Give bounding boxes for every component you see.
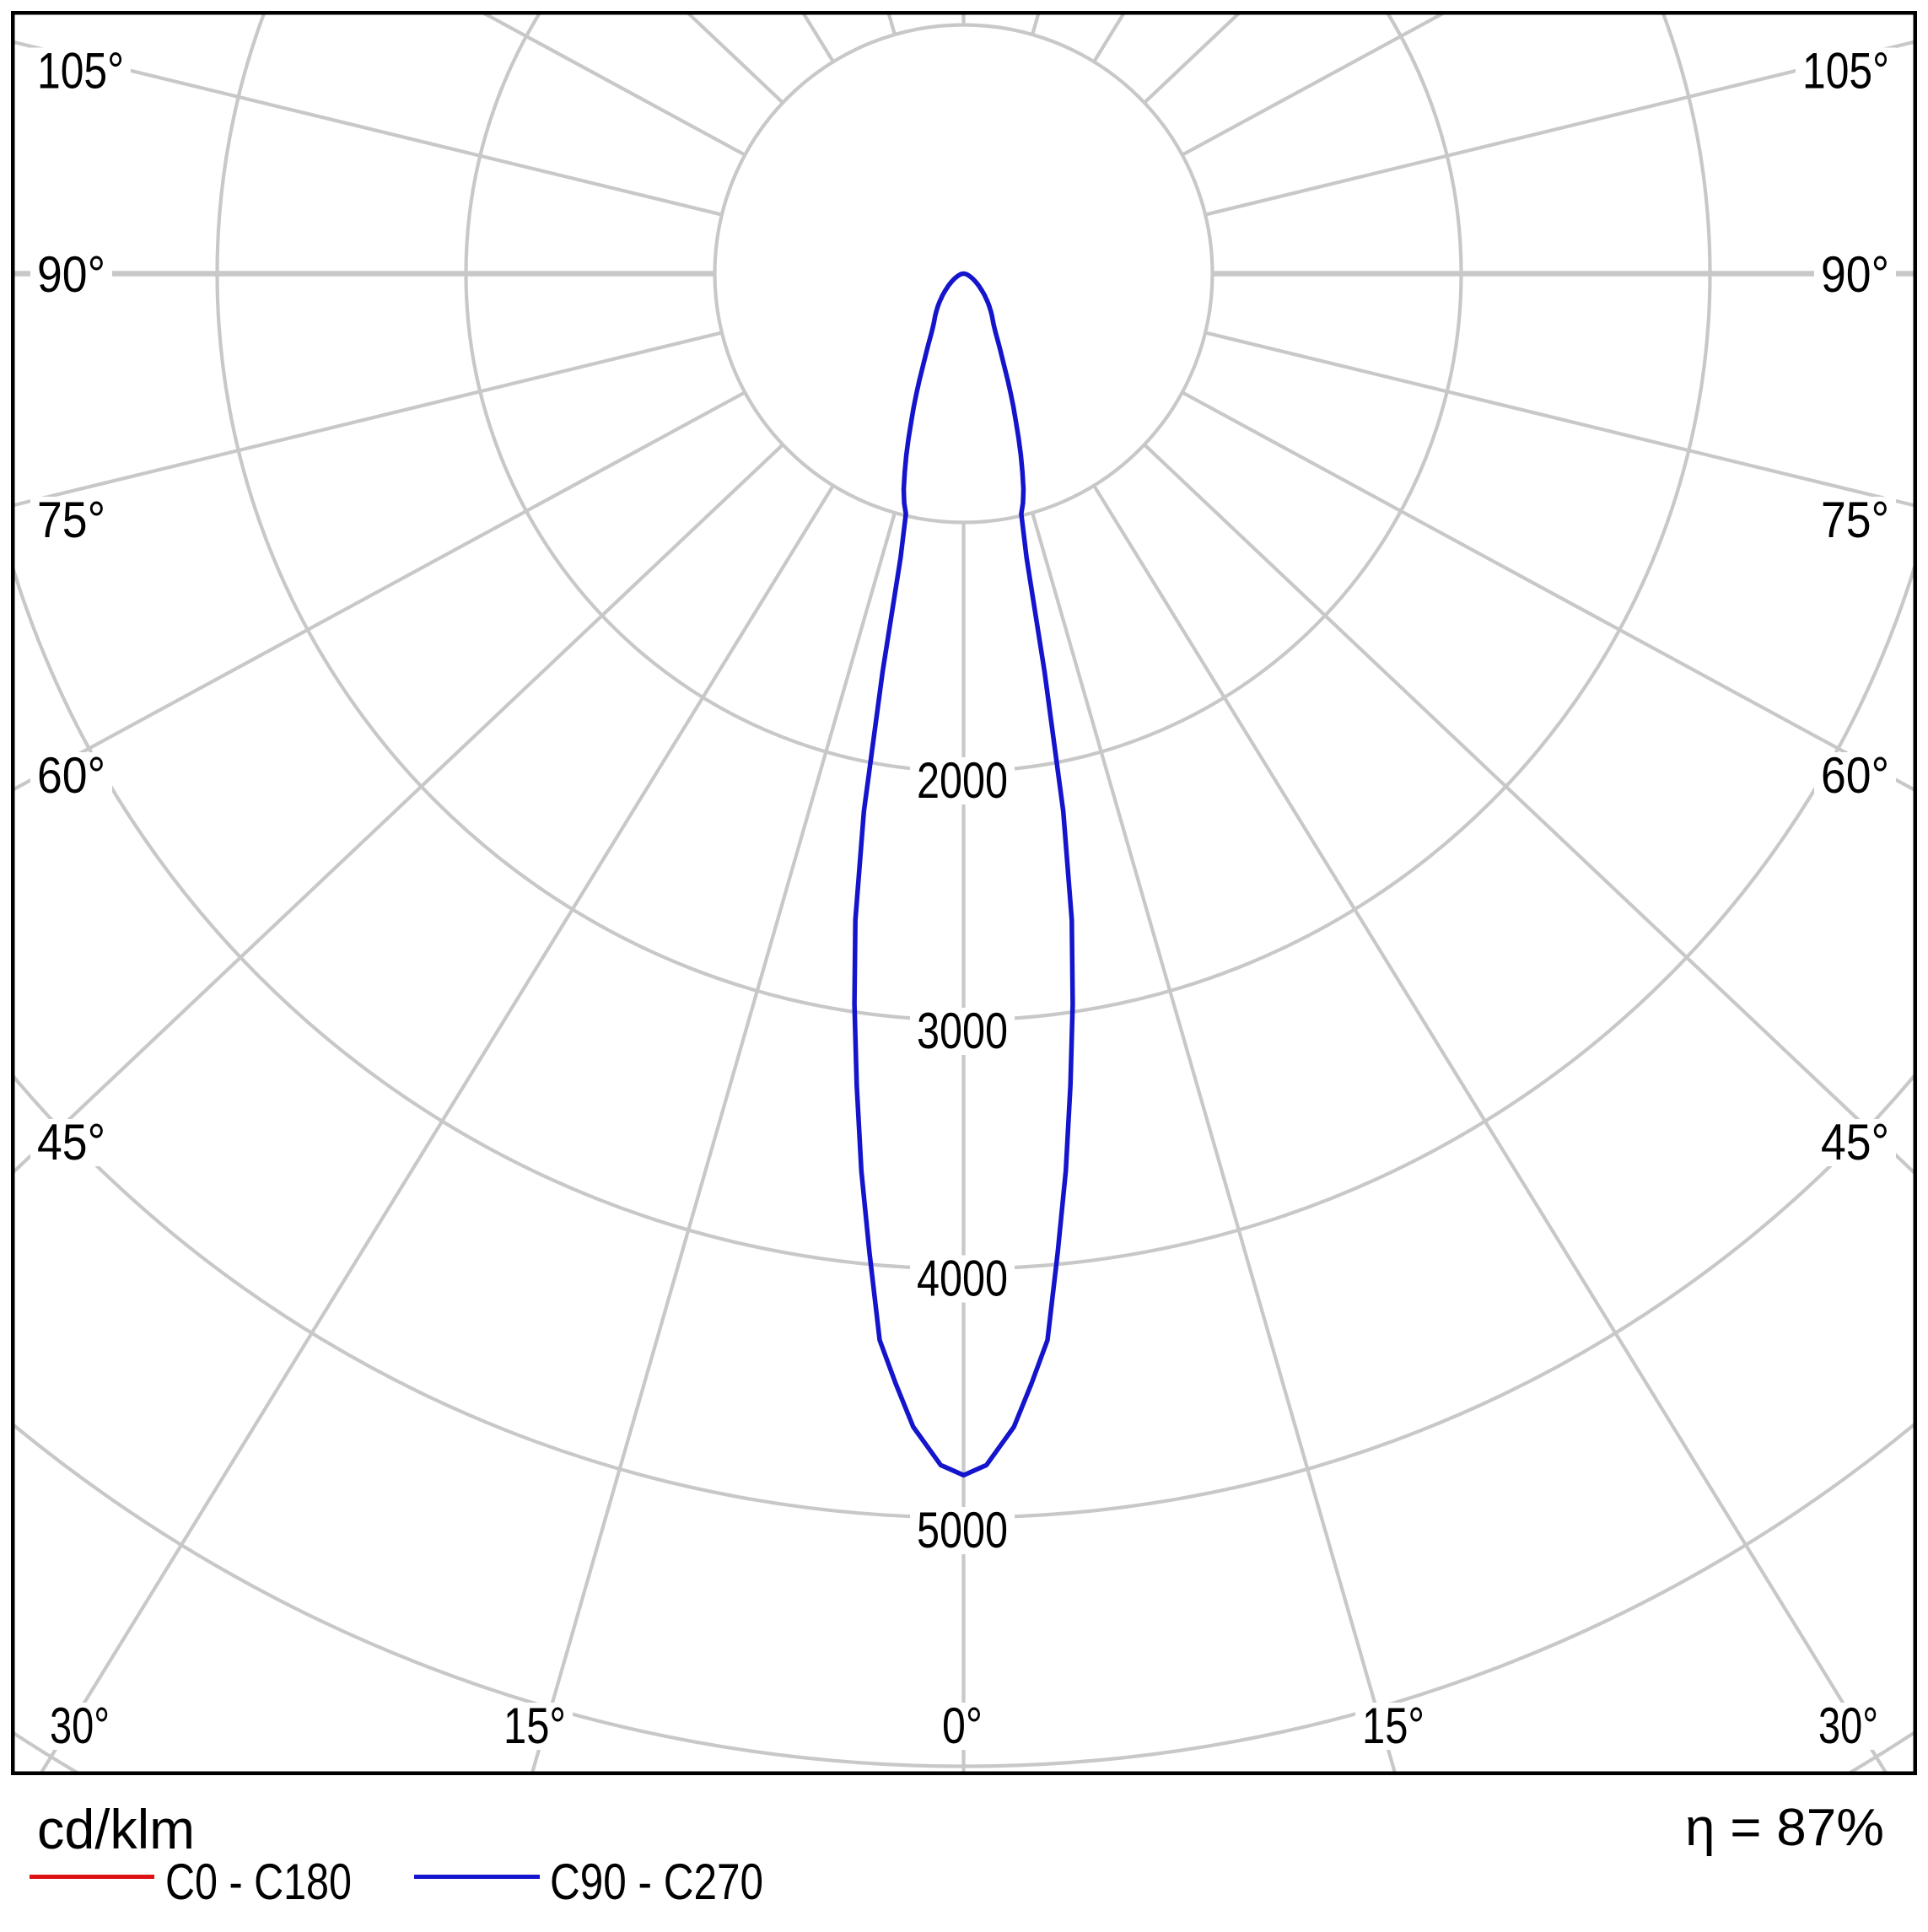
svg-text:75°: 75°: [1821, 492, 1889, 548]
svg-text:2000: 2000: [917, 752, 1008, 809]
svg-text:45°: 45°: [1821, 1114, 1889, 1171]
svg-text:90°: 90°: [37, 246, 105, 303]
svg-text:3000: 3000: [917, 1003, 1008, 1059]
svg-text:105°: 105°: [1802, 43, 1889, 100]
svg-text:45°: 45°: [37, 1114, 105, 1171]
svg-text:η = 87%: η = 87%: [1685, 1799, 1884, 1857]
svg-text:30°: 30°: [50, 1698, 110, 1754]
svg-text:4000: 4000: [917, 1251, 1008, 1307]
svg-text:5000: 5000: [917, 1502, 1008, 1558]
svg-text:90°: 90°: [1821, 246, 1889, 303]
svg-text:cd/klm: cd/klm: [37, 1798, 195, 1860]
svg-text:15°: 15°: [504, 1698, 566, 1754]
svg-text:15°: 15°: [1362, 1698, 1424, 1754]
svg-text:75°: 75°: [37, 492, 105, 548]
svg-text:C0 - C180: C0 - C180: [165, 1854, 352, 1910]
svg-text:0°: 0°: [942, 1698, 983, 1754]
svg-text:105°: 105°: [37, 43, 124, 100]
svg-text:60°: 60°: [1821, 747, 1889, 804]
svg-text:30°: 30°: [1818, 1698, 1878, 1754]
svg-text:60°: 60°: [37, 747, 105, 804]
svg-text:C90 - C270: C90 - C270: [550, 1854, 763, 1910]
